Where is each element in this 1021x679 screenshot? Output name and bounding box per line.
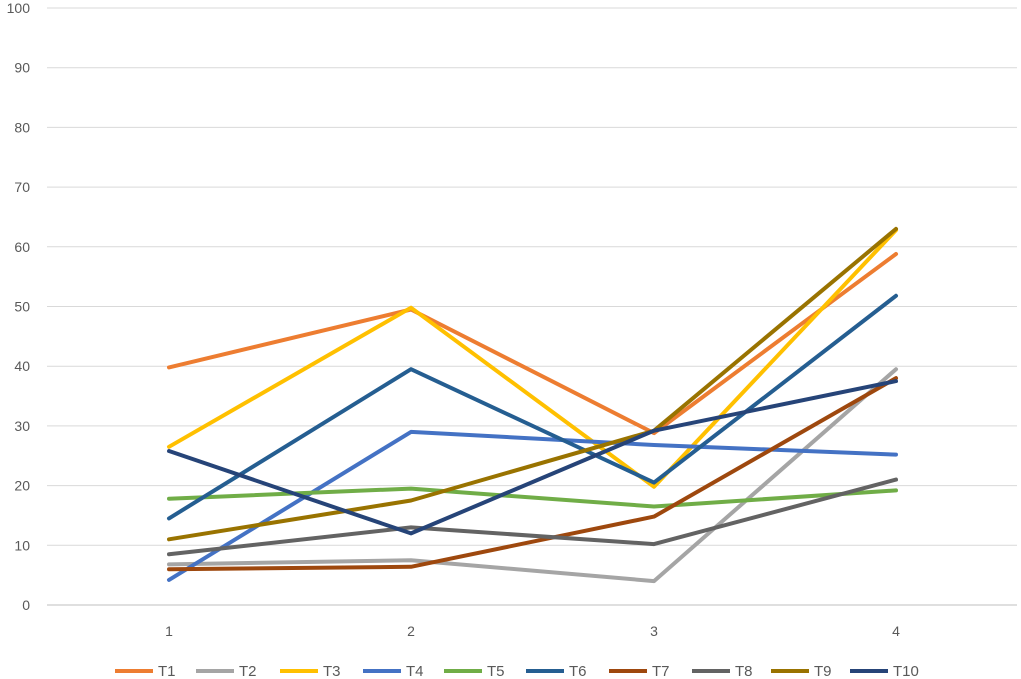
y-tick-label: 70 [14,179,30,195]
series-line-t6 [167,293,898,521]
legend: T1 T2 T3 T4 T5 T6 T7 T8 T9 T10 [115,663,919,679]
y-tick-label: 0 [22,597,30,613]
legend-label-t5: T5 [487,663,505,679]
series-line-t7 [167,376,898,572]
y-tick-label: 100 [7,0,31,16]
series-line-t3 [167,228,898,489]
series-line-t5 [167,486,898,509]
y-axis-ticks: 0 10 20 30 40 50 60 70 80 90 100 [7,0,31,613]
x-tick-label: 1 [165,623,173,639]
series-line-t2 [167,367,898,584]
series-line-t9 [167,226,898,542]
series-line-t10 [167,379,898,536]
legend-label-t2: T2 [239,663,257,679]
series-lines [167,226,898,584]
legend-label-t8: T8 [735,663,753,679]
y-tick-label: 60 [14,239,30,255]
y-tick-label: 40 [14,358,30,374]
x-tick-label: 3 [650,623,658,639]
y-tick-label: 90 [14,60,30,76]
y-tick-label: 10 [14,537,30,553]
y-tick-label: 20 [14,478,30,494]
series-line-t1 [167,252,898,436]
y-tick-label: 30 [14,418,30,434]
legend-label-t6: T6 [569,663,587,679]
legend-label-t10: T10 [893,663,919,679]
series-line-t8 [167,477,898,557]
y-tick-label: 80 [14,119,30,135]
x-tick-label: 4 [892,623,900,639]
gridlines [47,7,1017,606]
series-line-t4 [167,429,898,582]
legend-label-t9: T9 [814,663,832,679]
legend-label-t3: T3 [323,663,341,679]
x-axis-ticks: 1 2 3 4 [165,623,900,639]
x-tick-label: 2 [407,623,415,639]
legend-label-t4: T4 [406,663,424,679]
y-tick-label: 50 [14,299,30,315]
legend-label-t1: T1 [158,663,176,679]
legend-label-t7: T7 [652,663,670,679]
